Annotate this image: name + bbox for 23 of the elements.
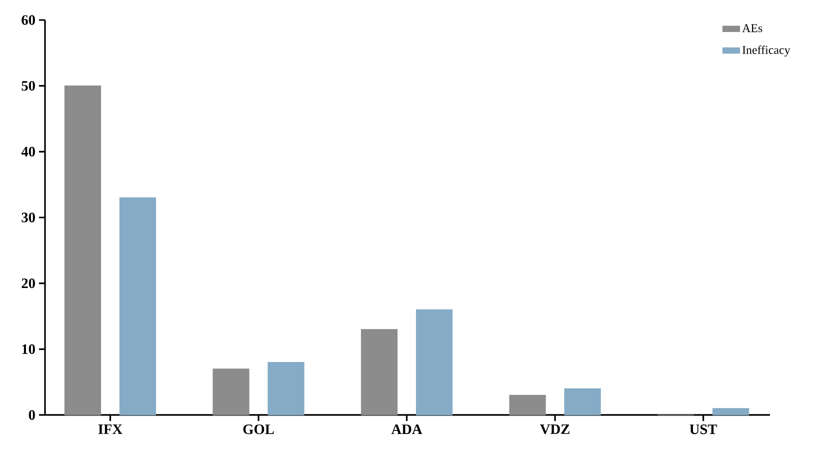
y-tick-label: 30: [22, 212, 35, 222]
legend-label: AEs: [742, 24, 762, 32]
y-tick-label: 20: [22, 278, 35, 288]
bar: [712, 408, 750, 416]
x-tick-label: IFX: [98, 424, 122, 434]
x-tick-label: UST: [690, 424, 718, 434]
x-tick-label: GOL: [243, 424, 274, 434]
legend-label: Inefficacy: [742, 46, 790, 57]
x-tick-label: VDZ: [540, 424, 570, 434]
bar: [64, 86, 102, 416]
y-tick-label: 0: [28, 410, 35, 420]
y-tick-label: 40: [21, 146, 35, 156]
y-tick-label: 60: [22, 15, 35, 25]
bar: [119, 197, 156, 416]
y-tick-label: 10: [22, 344, 35, 354]
bar: [360, 329, 398, 416]
bar: [416, 309, 453, 416]
bar: [212, 368, 250, 416]
bar: [509, 394, 546, 416]
bar: [564, 388, 601, 416]
bar: [268, 362, 304, 416]
y-tick-label: 50: [22, 80, 35, 91]
x-tick-label: ADA: [391, 424, 422, 434]
